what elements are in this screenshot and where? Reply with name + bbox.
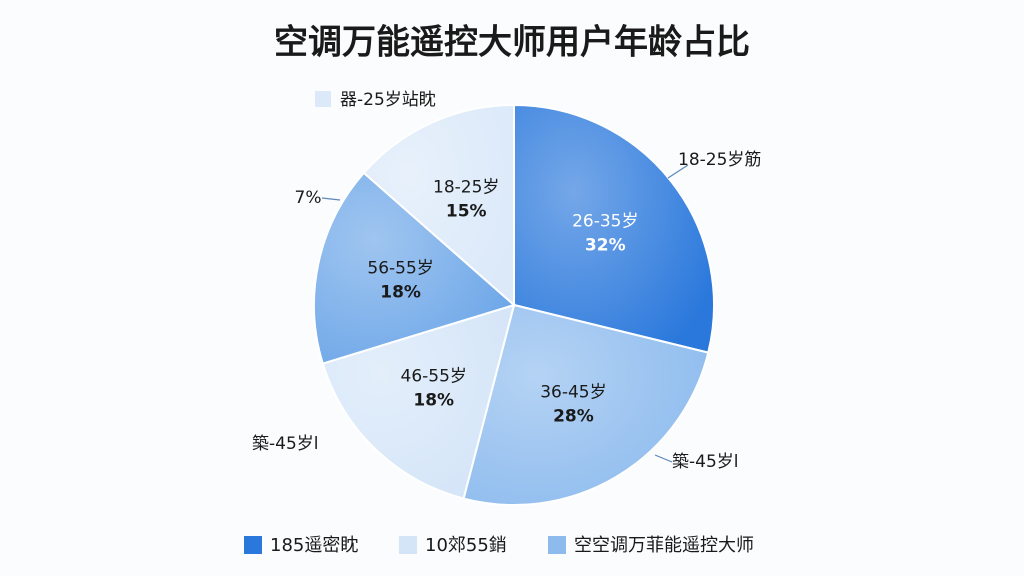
annotation: 7%	[295, 188, 322, 208]
slice-sheen	[463, 305, 709, 505]
slice-value-label: 28%	[553, 407, 594, 427]
slice-category: 26-35岁	[572, 211, 638, 231]
slice-value-label: 32%	[585, 235, 626, 255]
legend-swatch	[548, 536, 566, 554]
legend-swatch	[244, 536, 262, 554]
legend-label: 185遥密眈	[270, 535, 358, 556]
leader-line	[667, 164, 689, 179]
slice-sheen	[314, 172, 514, 364]
slice-category: 18-25岁	[433, 177, 499, 197]
slice-sheen	[363, 105, 514, 305]
slice-category: 46-55岁	[401, 367, 467, 387]
annotation-swatch	[315, 91, 331, 107]
leader-line	[321, 197, 341, 201]
pie: 26-35岁 32% 36-45岁 28% 46-55岁 18% 56-55岁 18% 18-2…	[313, 103, 715, 506]
slice-sheen	[514, 105, 714, 353]
annotations: 器-25岁站眈 18-25岁筋 7% 築-45岁l 築-45岁l	[252, 90, 761, 472]
annotation: 築-45岁l	[672, 452, 739, 472]
slice-value-label: 18%	[413, 391, 454, 411]
annotation: 築-45岁l	[252, 434, 319, 454]
slice-category: 56-55岁	[367, 259, 433, 279]
leader-lines	[321, 164, 689, 463]
chart-title: 空调万能遥控大师用户年龄占比	[274, 23, 750, 63]
legend-label: 10郊55銷	[425, 535, 507, 556]
legend-label: 空空调万菲能遥控大师	[574, 535, 754, 556]
slice-value-label: 18%	[380, 283, 421, 303]
annotation: 18-25岁筋	[678, 150, 761, 170]
slice-sheen	[322, 305, 514, 499]
annotation: 器-25岁站眈	[340, 90, 436, 110]
slice-category: 36-45岁	[540, 383, 606, 403]
leader-line	[654, 454, 673, 463]
slice-value-label: 15%	[446, 201, 487, 221]
legend: 185遥密眈 10郊55銷 空空调万菲能遥控大师	[244, 535, 754, 556]
legend-swatch	[399, 536, 417, 554]
